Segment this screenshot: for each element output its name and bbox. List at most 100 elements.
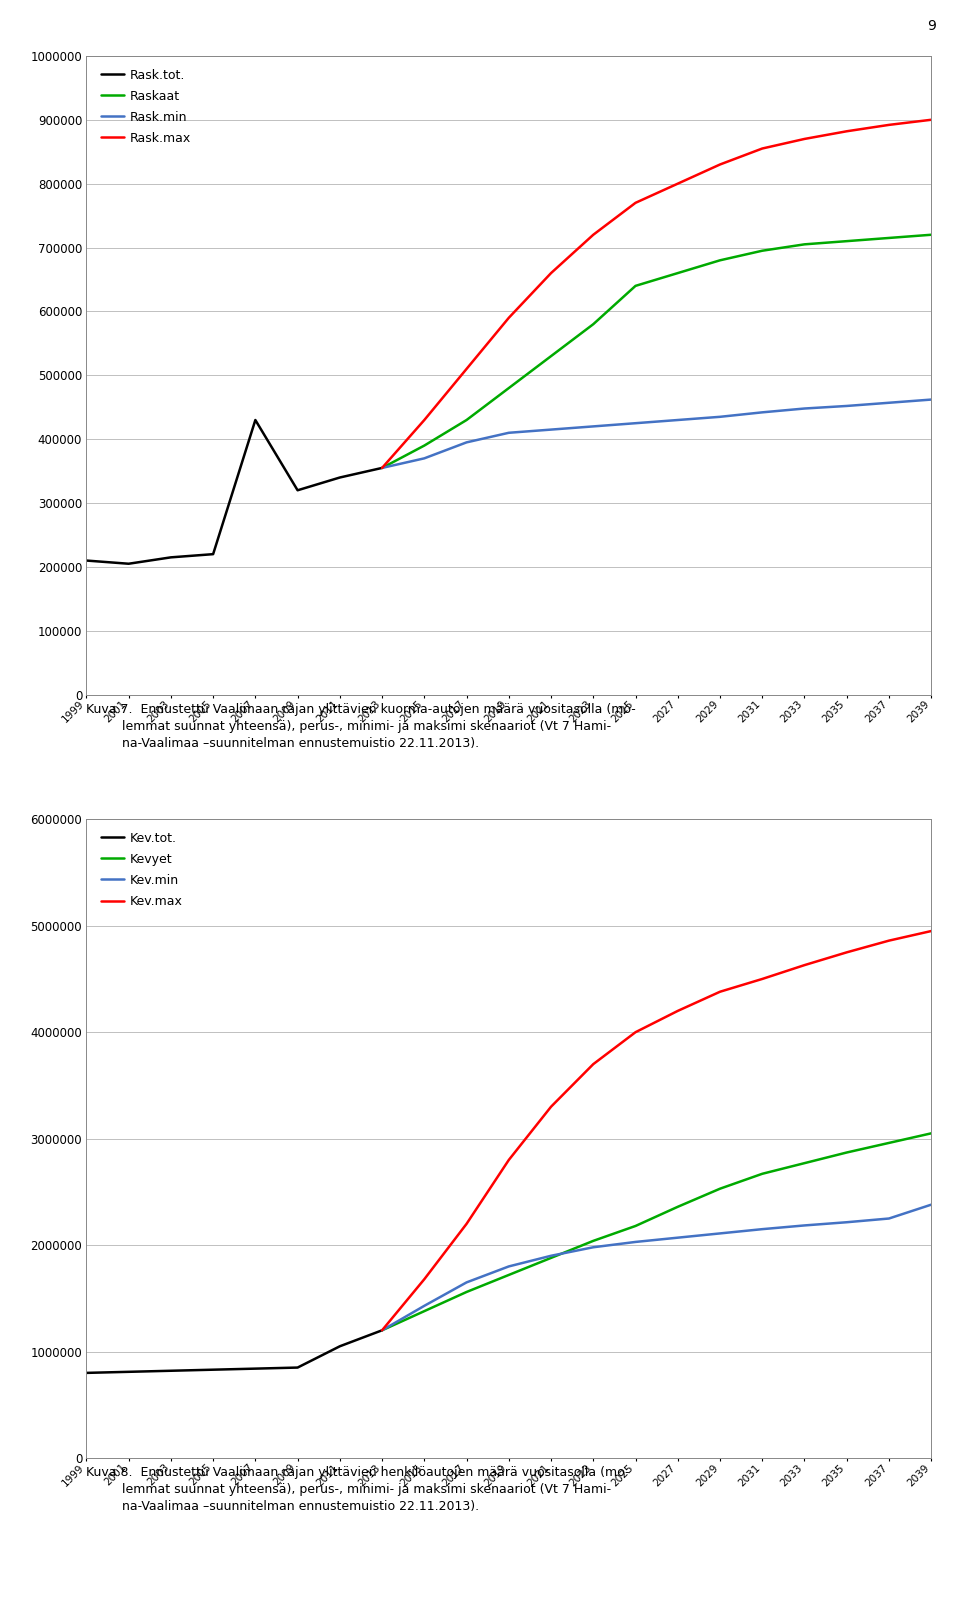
Rask.max [419,410,430,430]
Rask.max [545,264,557,283]
Rask.tot. [81,551,92,570]
Rask.tot. [165,548,177,567]
Kev.min [376,1321,388,1340]
Kev.tot. [207,1361,219,1380]
Kev.max [714,982,726,1001]
Kevyet [925,1124,937,1143]
Text: 9: 9 [927,19,936,34]
Kev.tot. [165,1361,177,1380]
Kev.min [756,1220,768,1239]
Kev.max [545,1097,557,1116]
Line: Raskaat: Raskaat [382,235,931,468]
Rask.max [841,121,852,141]
Kev.max [630,1022,641,1041]
Kev.min [419,1297,430,1316]
Kevyet [376,1321,388,1340]
Rask.max [672,174,684,193]
Raskaat [630,276,641,295]
Rask.min [883,393,895,412]
Line: Kev.tot.: Kev.tot. [86,1330,382,1373]
Rask.tot. [292,481,303,500]
Kev.max [799,955,810,974]
Kev.max [461,1214,472,1233]
Kev.min [545,1246,557,1265]
Kev.tot. [376,1321,388,1340]
Rask.min [756,402,768,422]
Kev.tot. [123,1362,134,1381]
Rask.min [376,458,388,478]
Rask.max [461,359,472,378]
Rask.max [630,193,641,212]
Kevyet [545,1249,557,1268]
Rask.tot. [123,554,134,573]
Rask.min [461,433,472,452]
Raskaat [925,225,937,244]
Kev.min [883,1209,895,1228]
Kev.min [799,1215,810,1234]
Kev.max [503,1150,515,1169]
Line: Kevyet: Kevyet [382,1134,931,1330]
Kev.max [925,921,937,941]
Raskaat [672,264,684,283]
Kev.tot. [81,1364,92,1383]
Kev.min [925,1195,937,1214]
Raskaat [376,458,388,478]
Rask.min [630,414,641,433]
Raskaat [503,378,515,398]
Rask.min [419,449,430,468]
Line: Kev.min: Kev.min [382,1204,931,1330]
Line: Rask.tot.: Rask.tot. [86,420,382,564]
Kev.min [588,1238,599,1257]
Rask.min [841,396,852,415]
Kev.min [714,1223,726,1242]
Kev.max [841,942,852,961]
Rask.max [799,129,810,149]
Line: Kev.max: Kev.max [382,931,931,1330]
Rask.max [925,110,937,129]
Kev.min [503,1257,515,1276]
Kevyet [883,1134,895,1153]
Rask.max [376,458,388,478]
Rask.min [588,417,599,436]
Kevyet [461,1282,472,1302]
Kevyet [588,1231,599,1250]
Legend: Kev.tot., Kevyet, Kev.min, Kev.max: Kev.tot., Kevyet, Kev.min, Kev.max [101,832,182,909]
Rask.min [672,410,684,430]
Raskaat [545,347,557,366]
Rask.min [503,423,515,442]
Kevyet [756,1164,768,1183]
Rask.min [925,390,937,409]
Kev.max [376,1321,388,1340]
Kev.min [841,1212,852,1231]
Raskaat [883,228,895,248]
Kev.tot. [292,1357,303,1377]
Line: Rask.max: Rask.max [382,120,931,468]
Rask.max [883,115,895,134]
Line: Rask.min: Rask.min [382,399,931,468]
Kevyet [841,1143,852,1163]
Raskaat [419,436,430,455]
Kev.min [672,1228,684,1247]
Kevyet [503,1265,515,1284]
Legend: Rask.tot., Raskaat, Rask.min, Rask.max: Rask.tot., Raskaat, Rask.min, Rask.max [101,69,191,145]
Kevyet [630,1217,641,1236]
Kev.min [630,1233,641,1252]
Rask.min [714,407,726,426]
Rask.min [799,399,810,418]
Kevyet [672,1198,684,1217]
Kev.tot. [250,1359,261,1378]
Raskaat [588,315,599,334]
Kevyet [419,1302,430,1321]
Raskaat [714,251,726,270]
Raskaat [461,410,472,430]
Rask.max [503,308,515,327]
Kev.max [419,1270,430,1289]
Kev.max [883,931,895,950]
Rask.max [756,139,768,158]
Text: Kuva 8.  Ennustettu Vaalimaan rajan ylittävien henkilöautojen määrä vuositasolla: Kuva 8. Ennustettu Vaalimaan rajan ylitt… [86,1466,630,1512]
Rask.max [588,225,599,244]
Kevyet [714,1179,726,1198]
Rask.tot. [207,545,219,564]
Kev.max [756,969,768,989]
Rask.tot. [250,410,261,430]
